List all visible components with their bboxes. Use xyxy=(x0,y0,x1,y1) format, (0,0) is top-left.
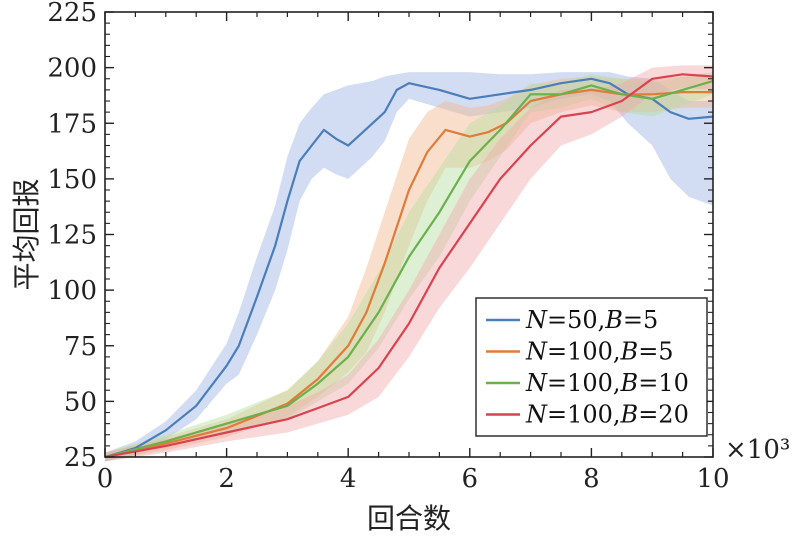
line-series-1 xyxy=(104,77,714,459)
y-tick-label: 175 xyxy=(47,109,97,139)
legend-label-2: N=100,B=5 xyxy=(525,338,674,366)
y-tick-label: 25 xyxy=(64,443,97,473)
y-tick-label: 100 xyxy=(47,276,97,306)
band-series-3 xyxy=(105,72,713,462)
y-tick-label: 200 xyxy=(47,54,97,84)
x-tick-label: 2 xyxy=(218,464,235,494)
line-series-2 xyxy=(104,88,713,459)
x-tick-label: 8 xyxy=(583,464,600,494)
y-tick-label: 75 xyxy=(64,332,97,362)
line-series-3 xyxy=(104,79,714,459)
x-tick-label: 10 xyxy=(696,464,729,494)
legend-label-4: N=100,B=20 xyxy=(525,401,689,429)
confidence-bands xyxy=(105,65,713,462)
legend: N=50,B=5 N=100,B=5 N=100,B=10 N=100,B=20 xyxy=(475,297,708,437)
band-series-2 xyxy=(105,76,713,462)
band-series-1 xyxy=(105,72,713,462)
x-tick-label: 0 xyxy=(97,464,114,494)
y-tick-label: 50 xyxy=(64,387,97,417)
tick-labels: 0 2 4 6 8 10 25 50 75 100 125 150 175 200 225 xyxy=(47,0,729,494)
x-tick-label: 4 xyxy=(340,464,357,494)
y-axis-title: 平均回报 xyxy=(10,178,43,290)
y-tick-label: 150 xyxy=(47,165,97,195)
axis-ticks xyxy=(104,11,714,458)
line-series-4 xyxy=(104,73,714,459)
y-tick-label: 225 xyxy=(47,0,97,28)
series-lines xyxy=(104,73,714,459)
y-tick-label: 125 xyxy=(47,221,97,251)
x-axis-title: 回合数 xyxy=(367,502,451,535)
x-tick-label: 6 xyxy=(462,464,479,494)
legend-label-1: N=50,B=5 xyxy=(525,306,658,334)
x-axis-multiplier: ×10³ xyxy=(725,435,790,465)
legend-label-3: N=100,B=10 xyxy=(525,369,689,397)
